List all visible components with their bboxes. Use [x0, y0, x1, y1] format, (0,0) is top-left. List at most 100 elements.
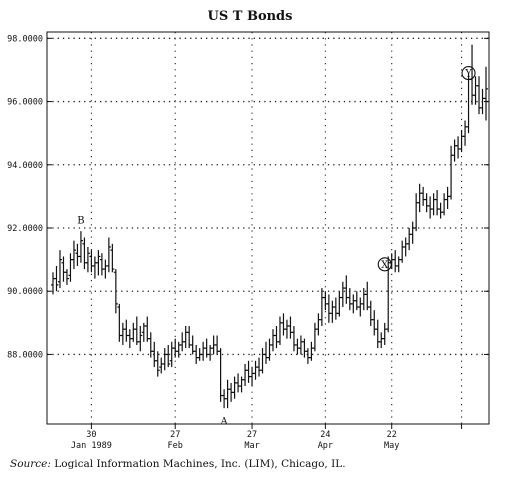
annotation-label: Y	[464, 69, 472, 80]
price-bar	[68, 253, 73, 282]
price-bar	[75, 243, 80, 266]
price-bar	[253, 360, 258, 380]
price-bar	[347, 288, 352, 311]
price-bar	[368, 300, 373, 326]
price-bar	[103, 259, 108, 279]
price-bar	[424, 193, 429, 213]
y-tick-label: 90.0000	[7, 287, 43, 297]
price-bar	[442, 193, 447, 216]
price-bar	[204, 338, 209, 358]
price-bar	[358, 297, 363, 317]
price-bar	[480, 88, 485, 115]
price-bar	[239, 376, 244, 393]
price-bar	[281, 313, 286, 336]
price-bar	[99, 253, 104, 276]
price-bar	[414, 193, 419, 232]
price-bar	[291, 326, 296, 352]
price-bar	[316, 313, 321, 336]
price-bar	[473, 76, 478, 105]
price-bar	[309, 341, 314, 361]
price-bar	[134, 316, 139, 345]
price-bar	[194, 344, 199, 364]
price-bar	[148, 332, 153, 358]
price-bar	[456, 136, 461, 159]
price-bar	[232, 376, 237, 399]
price-bar	[417, 183, 422, 213]
x-tick-day-label: 27	[170, 430, 180, 440]
price-bar	[375, 319, 380, 349]
price-bar	[85, 246, 90, 273]
y-tick-label: 92.0000	[7, 224, 43, 234]
x-tick-day-label: 22	[387, 430, 397, 440]
price-bar	[323, 291, 328, 311]
price-bar	[284, 319, 289, 339]
price-bar	[145, 316, 150, 342]
price-bar	[466, 73, 471, 134]
price-bar	[197, 348, 202, 361]
chart-annotations: B A X Y	[77, 66, 476, 427]
price-bar	[484, 66, 488, 121]
price-bar	[326, 294, 331, 323]
price-bar	[337, 291, 342, 317]
price-bar	[201, 341, 206, 361]
price-bar	[96, 250, 101, 276]
price-bar	[435, 190, 440, 216]
price-bar	[428, 196, 433, 219]
price-bar	[183, 326, 188, 349]
price-bar	[267, 338, 272, 361]
price-bar	[222, 389, 227, 409]
source-prefix: Source:	[10, 458, 51, 470]
price-bar	[155, 351, 160, 377]
annotation-label: X	[381, 260, 389, 271]
price-bar	[298, 335, 303, 355]
x-tick-month-label: Apr	[318, 441, 333, 451]
price-bar	[365, 281, 370, 311]
price-bar	[312, 322, 317, 352]
price-bar	[243, 363, 248, 387]
y-axis-ticks: 88.0000 90.0000 92.0000 94.0000 96.0000 98.00…	[7, 34, 489, 360]
price-bar	[246, 360, 251, 383]
price-bar	[396, 256, 401, 273]
annotation-circle	[461, 66, 476, 81]
price-bar	[82, 237, 87, 270]
price-bar	[344, 275, 349, 304]
price-bar	[124, 319, 129, 342]
ohlc-chart: US T Bonds 88.0000 90.0000 92.0000 94.0000 9…	[7, 9, 490, 451]
price-bar	[89, 250, 94, 273]
plot-frame	[46, 31, 490, 425]
price-bar	[131, 322, 136, 342]
x-grid-lines	[90, 32, 463, 424]
source-text: Logical Information Machines, Inc. (LIM)…	[50, 458, 346, 470]
price-bar	[305, 348, 310, 364]
price-bar	[274, 326, 279, 349]
price-bar	[302, 338, 307, 358]
price-bar	[215, 335, 220, 355]
price-bar	[71, 240, 76, 270]
price-bars	[51, 44, 488, 409]
price-bar	[92, 256, 97, 279]
price-bar	[57, 250, 62, 289]
price-bar	[438, 202, 443, 219]
source-note: Source: Logical Information Machines, In…	[10, 458, 346, 470]
annotation-label: B	[77, 216, 84, 227]
price-bar	[225, 379, 230, 409]
x-tick-month-label: May	[384, 441, 399, 451]
price-bar	[141, 322, 146, 342]
price-bar	[169, 341, 174, 368]
price-bar	[176, 341, 181, 358]
y-tick-label: 88.0000	[7, 350, 43, 360]
price-bar	[110, 243, 115, 273]
y-tick-label: 98.0000	[7, 34, 43, 44]
price-bar	[236, 373, 241, 393]
price-bar	[382, 322, 387, 345]
price-bar	[400, 240, 405, 263]
price-bar	[449, 145, 454, 200]
price-bar	[138, 326, 143, 352]
price-bar	[463, 120, 468, 146]
price-bar	[120, 322, 125, 345]
price-bar	[372, 310, 377, 336]
price-bar	[106, 237, 111, 273]
x-tick-day-label: 27	[247, 430, 257, 440]
price-bar	[208, 344, 213, 361]
